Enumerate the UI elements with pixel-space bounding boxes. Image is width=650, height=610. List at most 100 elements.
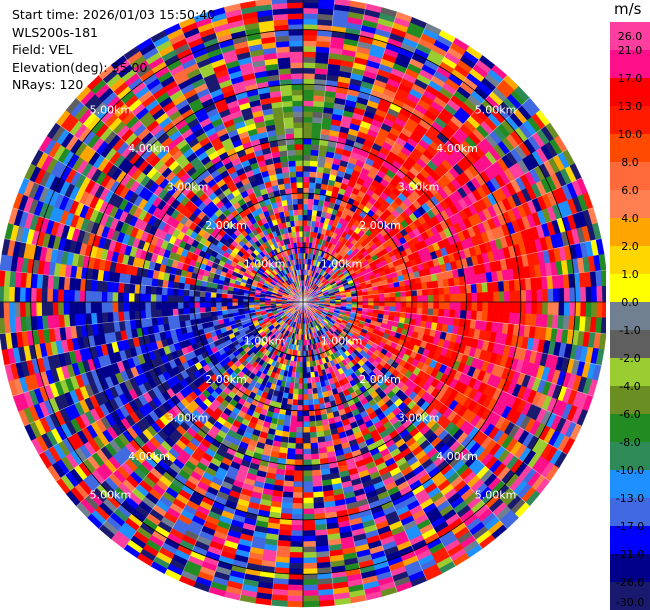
velocity-gate — [482, 301, 489, 312]
velocity-gate — [289, 420, 297, 428]
velocity-gate — [487, 291, 494, 303]
velocity-gate — [310, 442, 319, 450]
velocity-gate — [287, 437, 297, 444]
velocity-gate — [569, 287, 576, 303]
velocity-gate — [293, 475, 304, 482]
velocity-gate — [384, 297, 391, 303]
velocity-gate — [291, 519, 304, 526]
velocity-gate — [297, 405, 304, 412]
velocity-gate — [284, 469, 295, 477]
velocity-gate — [497, 312, 505, 324]
velocity-gate — [311, 469, 322, 477]
velocity-gate — [302, 497, 314, 504]
velocity-gate — [302, 464, 313, 472]
velocity-gate — [296, 415, 304, 423]
velocity-gate — [460, 301, 467, 311]
velocity-gate — [311, 127, 322, 135]
velocity-gate — [444, 301, 451, 310]
velocity-gate — [302, 502, 315, 510]
velocity-gate — [294, 454, 304, 461]
velocity-gate — [448, 285, 456, 295]
velocity-gate — [542, 301, 549, 316]
velocity-gate — [302, 78, 315, 85]
velocity-gate — [302, 426, 311, 433]
velocity-gate — [302, 209, 309, 216]
velocity-gate — [558, 288, 565, 303]
velocity-gate — [411, 307, 418, 315]
velocity-gate — [287, 590, 304, 597]
velocity-gate — [296, 421, 304, 428]
velocity-gate — [183, 307, 190, 315]
velocity-gate — [574, 301, 582, 317]
velocity-gate — [432, 287, 440, 296]
velocity-gate — [302, 410, 310, 417]
velocity-gate — [465, 301, 473, 312]
velocity-gate — [298, 377, 304, 384]
velocity-gate — [580, 286, 587, 303]
velocity-gate — [455, 301, 462, 311]
velocity-gate — [242, 301, 249, 306]
velocity-gate — [302, 383, 308, 390]
velocity-gate — [302, 432, 311, 439]
velocity-gate — [289, 546, 304, 553]
velocity-gate — [287, 579, 304, 586]
velocity-gate — [481, 282, 489, 293]
velocity-gate — [302, 448, 312, 455]
velocity-gate — [145, 309, 152, 319]
velocity-gate — [292, 492, 304, 499]
velocity-gate — [288, 562, 304, 570]
velocity-gate — [438, 294, 445, 303]
velocity-gate — [476, 301, 483, 312]
velocity-gate — [308, 182, 316, 189]
velocity-gate — [471, 292, 478, 303]
velocity-gate — [302, 470, 313, 477]
velocity-gate — [400, 306, 407, 314]
velocity-gate — [563, 287, 571, 303]
velocity-gate — [422, 301, 429, 309]
velocity-gate — [395, 301, 402, 308]
velocity-gate — [295, 443, 304, 450]
velocity-gate — [302, 149, 312, 156]
velocity-gate — [394, 291, 402, 298]
velocity-gate — [308, 192, 315, 200]
velocity-gate — [101, 312, 109, 324]
velocity-gate — [302, 2, 319, 9]
velocity-gate — [282, 491, 294, 499]
velocity-gate — [476, 310, 483, 322]
velocity-gate — [289, 426, 297, 433]
velocity-gate — [290, 524, 304, 532]
velocity-gate — [492, 311, 500, 323]
velocity-gate — [295, 432, 304, 439]
velocity-gate — [302, 181, 310, 189]
velocity-gate — [444, 294, 451, 303]
velocity-gate — [493, 301, 500, 313]
velocity-gate — [302, 143, 312, 150]
velocity-gate — [286, 447, 296, 455]
velocity-gate — [302, 600, 320, 608]
velocity-gate — [294, 448, 304, 455]
velocity-gate — [378, 301, 385, 307]
velocity-gate — [204, 306, 212, 313]
velocity-gate — [302, 595, 319, 602]
velocity-gate — [481, 311, 489, 322]
velocity-gate — [307, 393, 314, 401]
velocity-gate — [525, 301, 533, 315]
velocity-gate — [438, 301, 445, 310]
velocity-gate — [293, 464, 304, 472]
velocity-gate — [291, 399, 299, 406]
velocity-gate — [290, 530, 304, 537]
velocity-gate — [309, 160, 319, 167]
velocity-gate — [547, 301, 554, 316]
velocity-gate — [293, 481, 304, 488]
velocity-gate — [302, 73, 316, 80]
velocity-gate — [302, 394, 309, 401]
velocity-gate — [552, 288, 560, 303]
velocity-gate — [210, 310, 218, 317]
velocity-gate — [302, 377, 308, 384]
velocity-gate — [476, 282, 483, 294]
velocity-gate — [552, 301, 560, 316]
velocity-gate — [302, 415, 310, 423]
velocity-gate — [585, 286, 592, 303]
velocity-gate — [295, 437, 304, 444]
